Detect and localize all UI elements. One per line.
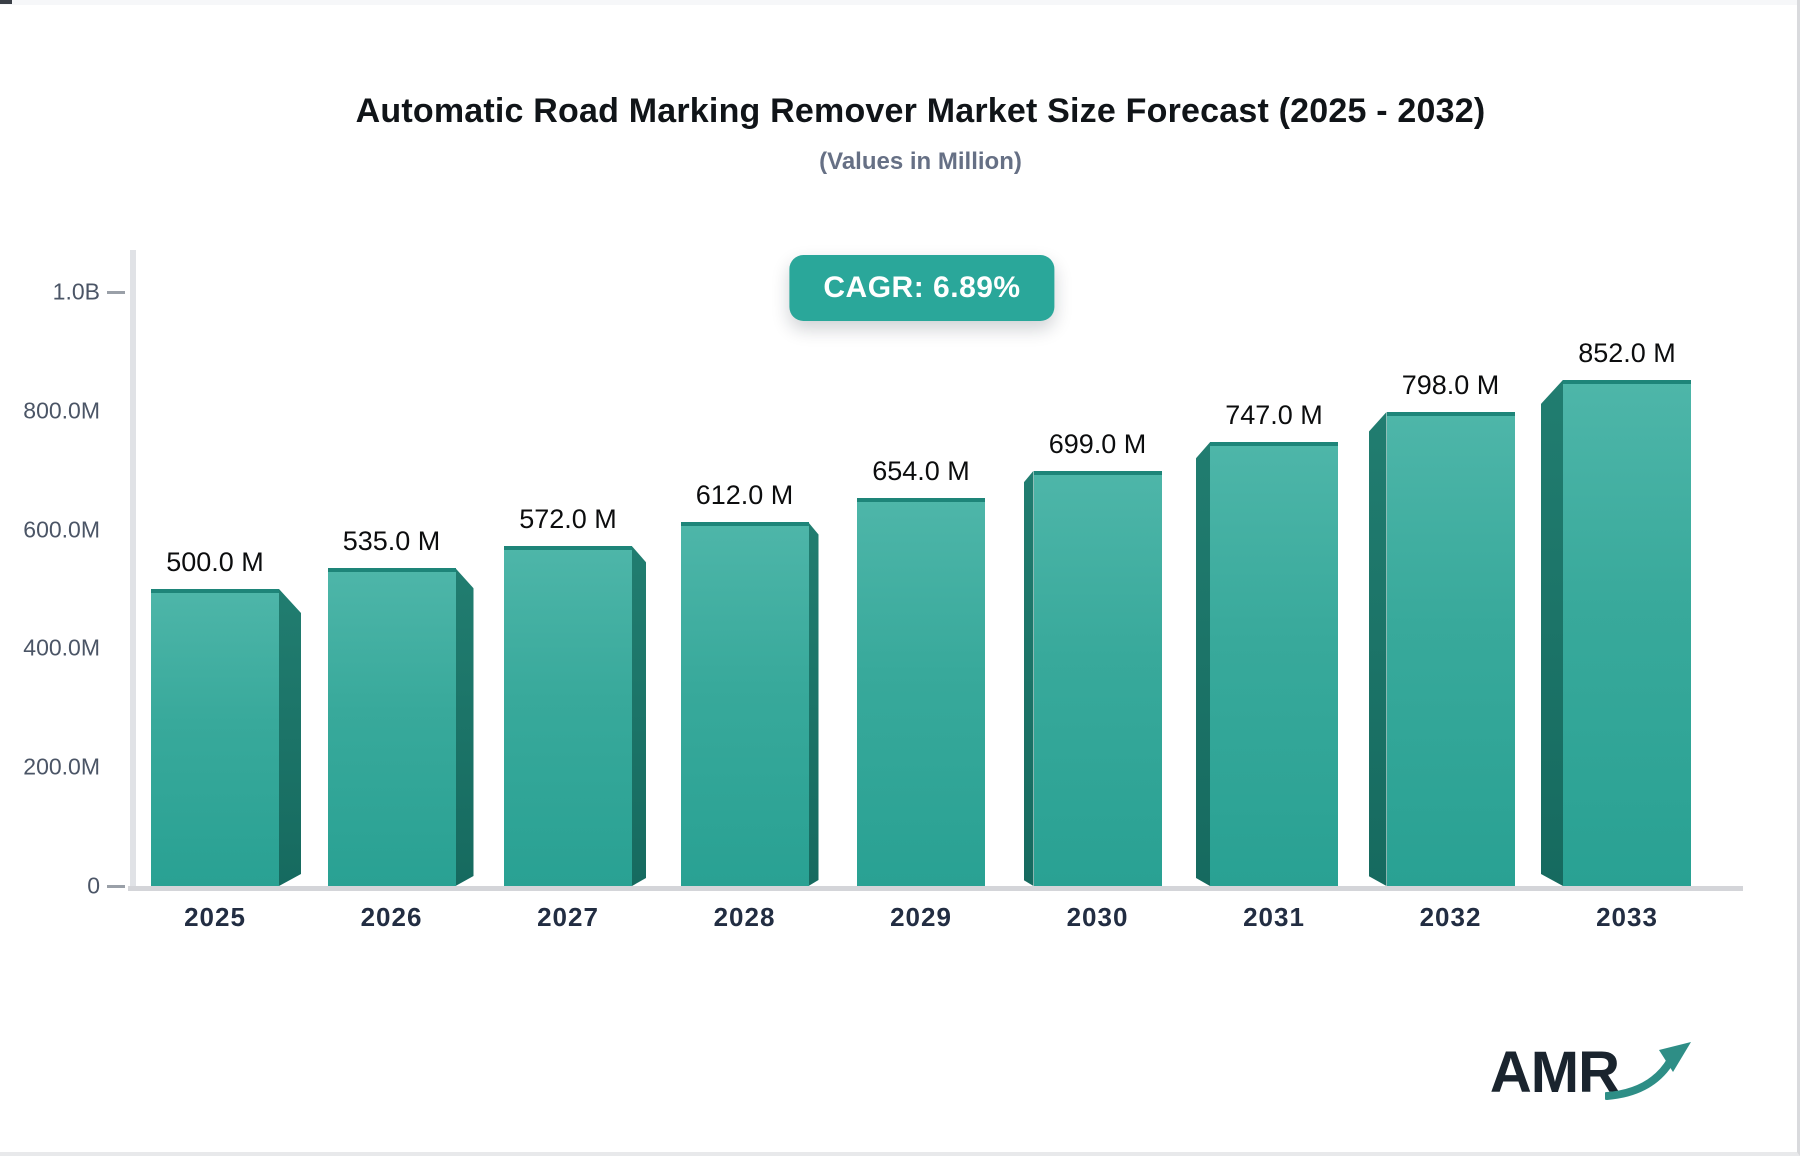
x-axis-label-2029: 2029 — [890, 902, 952, 932]
bar-side-2026 — [455, 568, 474, 886]
growth-arrow-icon — [1605, 1042, 1691, 1100]
bar-side-2032 — [1368, 411, 1387, 886]
bar-value-label-2030: 699.0 M — [1048, 428, 1147, 459]
corner-notch — [0, 0, 12, 4]
bar-value-label-2025: 500.0 M — [166, 547, 264, 577]
y-tick-dash — [107, 885, 125, 888]
bar-top-cap — [1386, 411, 1515, 416]
bar-top-cap — [151, 589, 279, 593]
bar-value-label-2028: 612.0 M — [695, 480, 794, 511]
bar-top-cap — [1033, 470, 1162, 475]
y-tick-dash — [107, 291, 125, 294]
chart-subtitle: (Values in Million) — [819, 148, 1022, 175]
bar-2025 — [151, 589, 279, 886]
y-tick-label: 1.0B — [52, 278, 100, 305]
bar-value-label-2031: 747.0 M — [1225, 400, 1323, 431]
bar-top-cap — [680, 522, 809, 527]
y-tick-label: 800.0M — [23, 397, 100, 424]
amr-logo: AMR — [1490, 1038, 1693, 1102]
x-axis-label-2025: 2025 — [184, 902, 246, 932]
bar-top-cap — [857, 497, 985, 502]
cagr-badge: CAGR: 6.89% — [789, 255, 1055, 321]
bar-top-cap — [504, 546, 632, 551]
x-axis-label-2028: 2028 — [713, 902, 776, 932]
bar-2027 — [504, 546, 632, 886]
y-tick-label: 200.0M — [23, 753, 100, 780]
bar-top-cap — [1563, 379, 1691, 384]
x-axis-label-2033: 2033 — [1596, 902, 1658, 932]
bar-value-label-2029: 654.0 M — [872, 455, 970, 486]
chart-title: Automatic Road Marking Remover Market Si… — [355, 92, 1486, 130]
bar-value-label-2032: 798.0 M — [1401, 369, 1500, 400]
bar-top-cap — [327, 568, 456, 573]
bar-2031 — [1210, 442, 1338, 886]
x-axis-label-2027: 2027 — [537, 902, 599, 932]
bar-value-label-2027: 572.0 M — [519, 504, 617, 535]
bar-top-cap — [1210, 442, 1338, 447]
bar-2033 — [1563, 379, 1691, 886]
x-axis-line — [128, 886, 1743, 891]
bar-2028 — [680, 522, 809, 886]
amr-logo-text: AMR — [1489, 1040, 1620, 1105]
bar-2029 — [857, 497, 985, 886]
x-axis-label-2030: 2030 — [1066, 902, 1129, 932]
bar-side-2031 — [1196, 442, 1210, 886]
bar-side-2028 — [808, 522, 819, 886]
bar-2030 — [1033, 470, 1162, 886]
top-strip — [0, 0, 1797, 5]
x-axis-label-2031: 2031 — [1243, 902, 1305, 932]
bar-side-2025 — [279, 589, 301, 886]
bar-side-2033 — [1541, 379, 1563, 886]
y-tick-label: 0 — [87, 872, 100, 899]
bar-value-label-2033: 852.0 M — [1578, 337, 1676, 368]
bar-value-label-2026: 535.0 M — [342, 526, 441, 557]
bar-2026 — [327, 568, 456, 886]
bar-2032 — [1386, 411, 1515, 886]
x-axis-label-2026: 2026 — [360, 902, 423, 932]
y-axis-line — [130, 250, 136, 886]
y-tick-label: 400.0M — [23, 634, 100, 661]
bar-side-2030 — [1023, 470, 1034, 886]
bar-side-2027 — [632, 546, 646, 886]
y-tick-label: 600.0M — [23, 516, 100, 543]
x-axis-label-2032: 2032 — [1419, 902, 1482, 932]
